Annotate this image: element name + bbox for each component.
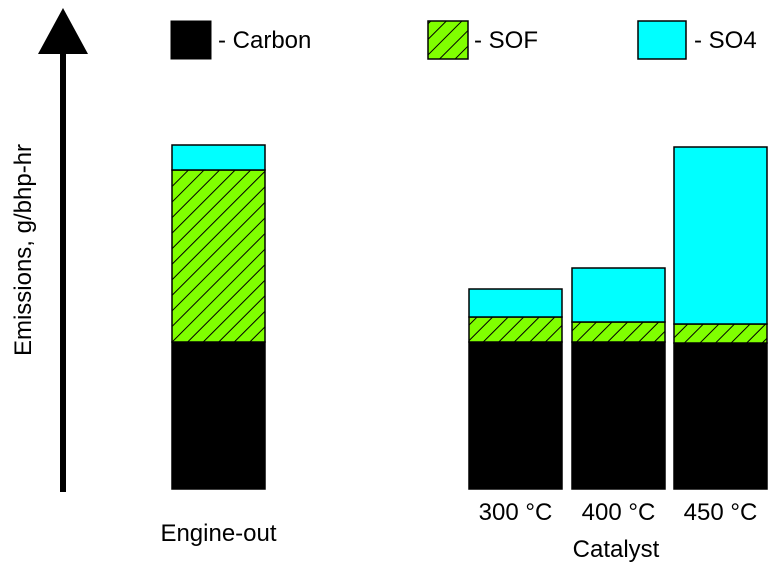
legend: - Carbon - SOF - SO4 bbox=[170, 20, 757, 60]
bar-so4-3 bbox=[673, 146, 768, 325]
bars bbox=[171, 144, 768, 490]
bar-so4-2 bbox=[571, 267, 666, 323]
group-label-catalyst: Catalyst bbox=[573, 536, 660, 563]
x-tick-label-0: Engine-out bbox=[160, 520, 276, 547]
bar-carbon-0 bbox=[171, 341, 266, 490]
bar-sof-0 bbox=[171, 169, 266, 343]
legend-label-so4: - SO4 bbox=[694, 27, 757, 54]
y-axis-label: Emissions, g/bhp-hr bbox=[10, 144, 37, 356]
legend-swatch-sof bbox=[427, 20, 469, 60]
bar-so4-1 bbox=[468, 288, 563, 318]
bar-so4-0 bbox=[171, 144, 266, 171]
x-tick-label-2: 400 °C bbox=[582, 499, 656, 526]
y-axis-arrowhead bbox=[38, 8, 88, 54]
bar-carbon-1 bbox=[468, 341, 563, 490]
x-tick-labels: Engine-out 300 °C 400 °C 450 °C bbox=[160, 499, 757, 547]
bar-sof-1 bbox=[468, 316, 563, 343]
legend-swatch-carbon bbox=[170, 20, 212, 60]
legend-swatch-so4 bbox=[637, 20, 687, 60]
bar-sof-2 bbox=[571, 321, 666, 343]
legend-label-carbon: - Carbon bbox=[218, 27, 311, 54]
bar-sof-3 bbox=[673, 323, 768, 344]
bar-carbon-3 bbox=[673, 342, 768, 490]
legend-label-sof: - SOF bbox=[474, 27, 538, 54]
x-tick-label-1: 300 °C bbox=[479, 499, 553, 526]
x-tick-label-3: 450 °C bbox=[684, 499, 758, 526]
bar-carbon-2 bbox=[571, 341, 666, 490]
